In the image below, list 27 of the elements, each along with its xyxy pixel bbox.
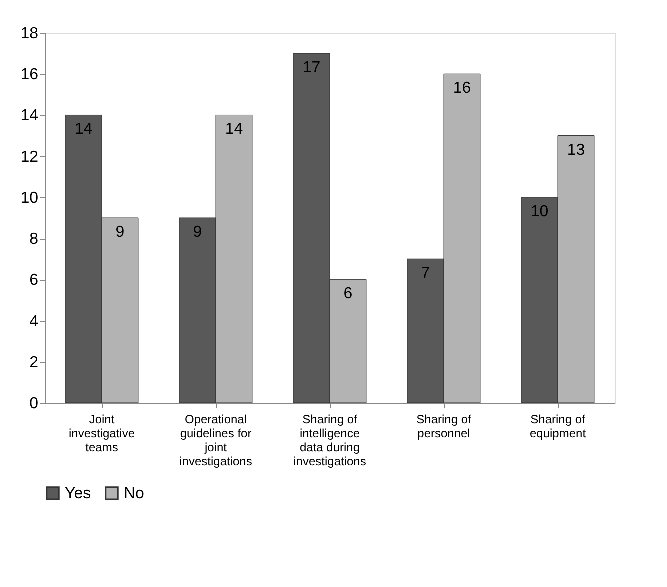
data-label: 7 <box>421 265 430 282</box>
data-label: 14 <box>74 121 93 138</box>
x-tick-label: Joint investigative teams <box>68 412 136 454</box>
y-tick-label: 8 <box>30 231 39 248</box>
data-label: 9 <box>193 224 202 241</box>
x-tick-label: Sharing of intelligence data during investigations <box>294 412 366 468</box>
y-tick-label: 16 <box>20 66 39 84</box>
data-label: 6 <box>344 286 353 303</box>
data-label: 14 <box>225 121 244 138</box>
data-label: 10 <box>530 203 549 220</box>
y-tick-label: 14 <box>20 108 39 125</box>
y-tick-label: 6 <box>30 272 39 290</box>
y-tick-label: 12 <box>20 148 39 166</box>
legend-label: Yes <box>65 485 92 502</box>
data-label: 13 <box>567 142 586 159</box>
y-tick-label: 10 <box>20 190 39 207</box>
y-tick-label: 0 <box>30 396 39 412</box>
data-label: 9 <box>116 224 125 241</box>
data-label: 17 <box>302 60 321 77</box>
x-tick-label: Sharing of equipment <box>530 412 587 440</box>
legend-label: No <box>124 485 145 502</box>
x-tick-label: Operational guidelines for joint investigations <box>180 412 252 468</box>
y-tick-label: 2 <box>30 354 39 372</box>
data-label: 16 <box>453 80 472 98</box>
x-tick-label: Sharing of personnel <box>416 412 472 440</box>
y-tick-label: 4 <box>30 313 39 330</box>
y-tick-label: 18 <box>20 26 39 42</box>
